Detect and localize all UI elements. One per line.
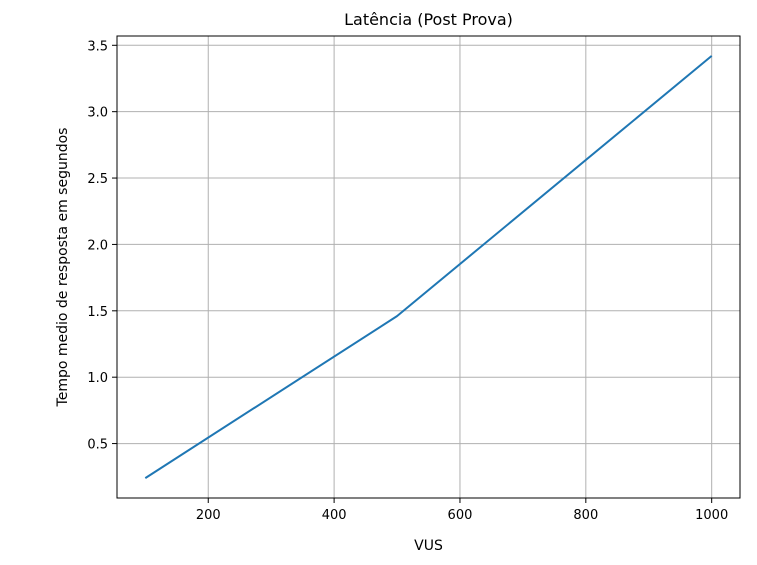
y-axis-ticks: 0.5 1.0 1.5 2.0 2.5 3.0 3.5	[87, 39, 117, 453]
plot-frame	[116, 35, 741, 499]
y-axis-label: Tempo medio de resposta em segundos	[55, 128, 71, 408]
y-tick-label: 1.5	[87, 305, 108, 320]
y-tick-label: 2.0	[87, 238, 108, 253]
x-tick-label: 800	[573, 508, 598, 523]
y-tick-label: 1.0	[87, 371, 108, 386]
series-layer	[144, 55, 713, 479]
y-tick-label: 3.5	[87, 39, 108, 54]
x-axis-label: VUS	[414, 538, 443, 554]
x-tick-label: 200	[196, 508, 221, 523]
x-tick-label: 600	[448, 508, 473, 523]
x-tick-label: 400	[322, 508, 347, 523]
y-tick-label: 2.5	[87, 172, 108, 187]
x-axis-ticks: 200 400 600 800 1000	[196, 498, 728, 523]
chart-title: Latência (Post Prova)	[344, 10, 513, 29]
y-tick-label: 3.0	[87, 106, 108, 121]
y-tick-label: 0.5	[87, 438, 108, 453]
grid	[117, 36, 740, 498]
series-line	[144, 55, 713, 479]
x-tick-label: 1000	[695, 508, 728, 523]
